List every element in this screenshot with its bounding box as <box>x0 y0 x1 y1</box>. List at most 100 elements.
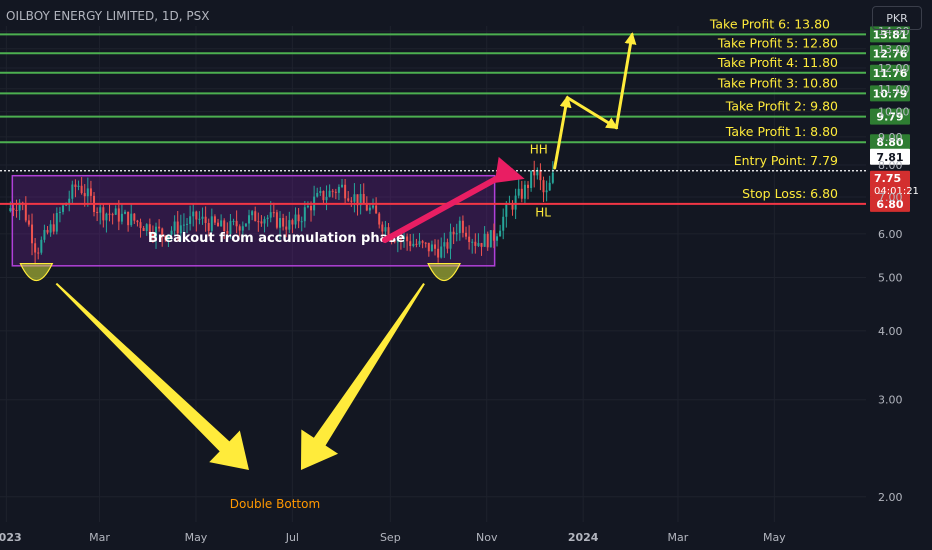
candle-body <box>437 248 440 258</box>
candle-body <box>499 230 502 237</box>
x-tick-label: May <box>185 531 208 544</box>
candle-body <box>452 231 455 235</box>
candle-body <box>43 229 46 240</box>
price-tag <box>870 64 910 81</box>
candle-body <box>542 180 545 193</box>
candle-body <box>322 190 325 201</box>
candle-body <box>539 169 542 181</box>
candle-body <box>356 194 359 206</box>
candle-body <box>136 220 139 223</box>
candle-body <box>37 252 40 254</box>
candle-body <box>297 214 300 222</box>
candle-body <box>12 208 15 211</box>
double-bottom-label: Double Bottom <box>230 497 320 511</box>
candle-body <box>226 231 229 234</box>
candle-body <box>319 190 322 193</box>
candle-body <box>105 213 108 221</box>
candle-body <box>263 219 266 224</box>
candle-body <box>477 243 480 246</box>
candle-body <box>229 221 232 234</box>
candle-body <box>465 232 468 237</box>
candle-body <box>201 216 204 219</box>
x-tick-label: May <box>763 531 786 544</box>
price-tag-label: 13.81 <box>873 28 908 41</box>
candle-body <box>161 228 164 236</box>
candle-body <box>80 185 83 194</box>
price-tag-label: 10.79 <box>873 87 908 100</box>
y-tick-label: 6.00 <box>878 228 903 241</box>
candle-body <box>269 212 272 218</box>
x-tick-label: Jul <box>285 531 299 544</box>
candle-body <box>49 224 52 233</box>
candle-body <box>24 204 27 221</box>
level-label: Take Profit 2: 9.80 <box>725 99 838 114</box>
candle-body <box>533 170 536 176</box>
projection-arrow <box>553 95 572 170</box>
candle-body <box>430 244 433 252</box>
currency-button[interactable]: PKR <box>872 6 922 30</box>
price-tag-label: 9.79 <box>876 111 903 124</box>
candle-body <box>34 243 37 253</box>
y-tick-label: 3.00 <box>878 394 903 407</box>
candle-body <box>124 211 127 214</box>
candle-body <box>133 213 136 221</box>
candle-body <box>548 182 551 191</box>
level-label: Take Profit 4: 11.80 <box>717 55 838 70</box>
level-label: Entry Point: 7.79 <box>734 153 838 168</box>
candle-body <box>378 213 381 225</box>
candle-body <box>155 226 158 238</box>
level-label: Take Profit 3: 10.80 <box>717 75 838 90</box>
candle-body <box>18 202 21 211</box>
candle-body <box>272 212 275 214</box>
candle-body <box>424 242 427 244</box>
candle-body <box>337 186 340 193</box>
candle-body <box>111 214 114 216</box>
price-tag-label: 7.81 <box>876 151 903 164</box>
breakout-label: Breakout from accumulation phase <box>148 231 405 246</box>
y-tick-label: 11.00 <box>878 83 910 96</box>
candle-body <box>186 223 189 225</box>
candle-body <box>434 244 437 249</box>
candle-body <box>210 216 213 231</box>
price-tag-label: 11.76 <box>873 67 908 80</box>
double-bottom-arrow-right <box>300 282 425 470</box>
candle-body <box>77 185 80 187</box>
double-bottom-cup <box>427 262 462 282</box>
candle-body <box>182 224 185 226</box>
candle-body <box>502 216 505 231</box>
candle-body <box>145 224 148 231</box>
candle-body <box>9 208 12 212</box>
candle-body <box>325 196 328 201</box>
candle-body <box>443 242 446 247</box>
candle-body <box>260 221 263 224</box>
candle-body <box>368 207 371 211</box>
candle-body <box>350 200 353 202</box>
price-tag <box>870 108 910 125</box>
candle-body <box>232 220 235 222</box>
candle-body <box>74 184 77 187</box>
last-price-value: 7.75 <box>874 172 901 185</box>
grid <box>0 26 866 522</box>
candle-body <box>384 227 387 232</box>
candle-body <box>244 223 247 227</box>
candle-body <box>71 184 74 199</box>
candle-body <box>31 224 34 244</box>
candles <box>9 160 554 265</box>
candle-body <box>468 236 471 243</box>
hh-label: HH <box>530 142 548 156</box>
time-axis[interactable]: 2023 Mar May Jul Sep Nov 2024 Mar May <box>0 531 786 544</box>
price-tag <box>870 134 910 151</box>
candle-body <box>511 204 514 210</box>
candle-body <box>127 211 130 226</box>
candle-body <box>399 238 402 240</box>
price-tag <box>870 26 910 43</box>
y-tick-label: 14.00 <box>878 25 910 38</box>
candle-body <box>204 216 207 223</box>
candle-body <box>359 193 362 206</box>
symbol-title[interactable]: OILBOY ENERGY LIMITED, 1D, PSX <box>6 9 210 23</box>
y-tick-label: 8.00 <box>878 159 903 172</box>
candle-body <box>46 229 49 233</box>
price-axis[interactable]: 13.81 12.76 11.76 10.79 9.79 8.80 7.81 6.80 7.75… <box>870 25 919 504</box>
breakout-arrow <box>381 167 514 243</box>
